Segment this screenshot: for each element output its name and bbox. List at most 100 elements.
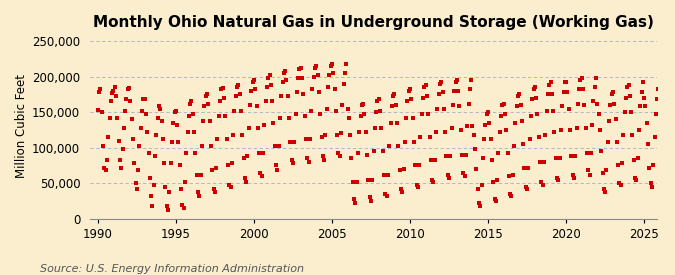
Point xyxy=(290,111,301,116)
Point xyxy=(356,103,367,107)
Point xyxy=(613,163,624,168)
Point xyxy=(319,158,329,163)
Point xyxy=(561,80,572,84)
Point xyxy=(97,110,107,114)
Point xyxy=(282,94,293,99)
Point xyxy=(285,140,296,144)
Point xyxy=(182,130,193,134)
Point xyxy=(626,110,637,114)
Point xyxy=(512,94,523,99)
Point xyxy=(119,109,130,113)
Point xyxy=(240,175,250,180)
Point xyxy=(450,80,461,84)
Point xyxy=(500,111,510,116)
Point xyxy=(358,101,369,106)
Point xyxy=(255,170,266,175)
Point xyxy=(276,94,287,99)
Point xyxy=(323,85,333,89)
Point xyxy=(566,154,576,158)
Point xyxy=(623,83,634,87)
Point xyxy=(506,194,517,198)
Point xyxy=(429,158,440,163)
Point xyxy=(121,97,132,101)
Point xyxy=(610,117,621,122)
Point xyxy=(466,78,477,82)
Point xyxy=(133,168,144,173)
Point xyxy=(161,204,172,208)
Point xyxy=(510,120,521,125)
Point xyxy=(540,133,551,137)
Point xyxy=(281,78,292,82)
Point xyxy=(634,128,645,132)
Point xyxy=(543,92,554,97)
Point xyxy=(601,168,612,173)
Point xyxy=(433,92,444,97)
Point xyxy=(504,174,514,178)
Point xyxy=(564,128,575,132)
Point xyxy=(342,106,353,111)
Point xyxy=(188,111,198,116)
Point xyxy=(522,187,533,191)
Point xyxy=(95,86,106,91)
Point xyxy=(242,154,253,158)
Point xyxy=(229,109,240,113)
Point xyxy=(226,161,237,166)
Point xyxy=(567,172,578,177)
Point xyxy=(501,128,512,132)
Point xyxy=(416,111,427,116)
Point xyxy=(385,120,396,125)
Point xyxy=(238,156,249,161)
Point xyxy=(519,165,530,170)
Point xyxy=(618,133,628,137)
Point xyxy=(369,126,380,130)
Point xyxy=(159,161,169,166)
Point xyxy=(171,109,182,113)
Point xyxy=(230,94,241,99)
Point xyxy=(524,137,535,141)
Point xyxy=(386,104,397,109)
Point xyxy=(396,187,406,191)
Point xyxy=(602,140,613,144)
Point xyxy=(372,99,383,104)
Point xyxy=(443,175,454,180)
Point xyxy=(208,187,219,191)
Point xyxy=(132,187,142,191)
Point xyxy=(632,156,643,161)
Point xyxy=(614,181,625,185)
Point xyxy=(659,153,670,157)
Point xyxy=(523,165,534,170)
Point xyxy=(505,192,516,196)
Point xyxy=(641,120,652,125)
Point xyxy=(639,96,649,100)
Point xyxy=(169,110,180,114)
Point xyxy=(533,135,544,139)
Point xyxy=(205,119,215,123)
Point xyxy=(472,187,483,191)
Point xyxy=(275,116,286,120)
Point xyxy=(302,156,313,161)
Point xyxy=(597,170,608,175)
Point xyxy=(516,119,527,123)
Point xyxy=(578,87,589,92)
Point xyxy=(367,177,378,182)
Point xyxy=(485,137,496,141)
Point xyxy=(362,153,373,157)
Point xyxy=(497,103,508,107)
Point xyxy=(94,90,105,94)
Point xyxy=(658,128,669,132)
Point xyxy=(176,187,186,191)
Point xyxy=(178,206,189,210)
Y-axis label: Million Cubic Feet: Million Cubic Feet xyxy=(15,74,28,178)
Point xyxy=(390,103,401,107)
Point xyxy=(136,109,147,113)
Point xyxy=(585,151,596,156)
Point xyxy=(212,137,223,141)
Point xyxy=(651,111,661,116)
Point xyxy=(627,133,638,137)
Point xyxy=(380,192,391,196)
Point xyxy=(392,120,402,125)
Point xyxy=(539,160,549,164)
Point xyxy=(185,101,196,106)
Point xyxy=(243,126,254,130)
Point xyxy=(363,177,374,182)
